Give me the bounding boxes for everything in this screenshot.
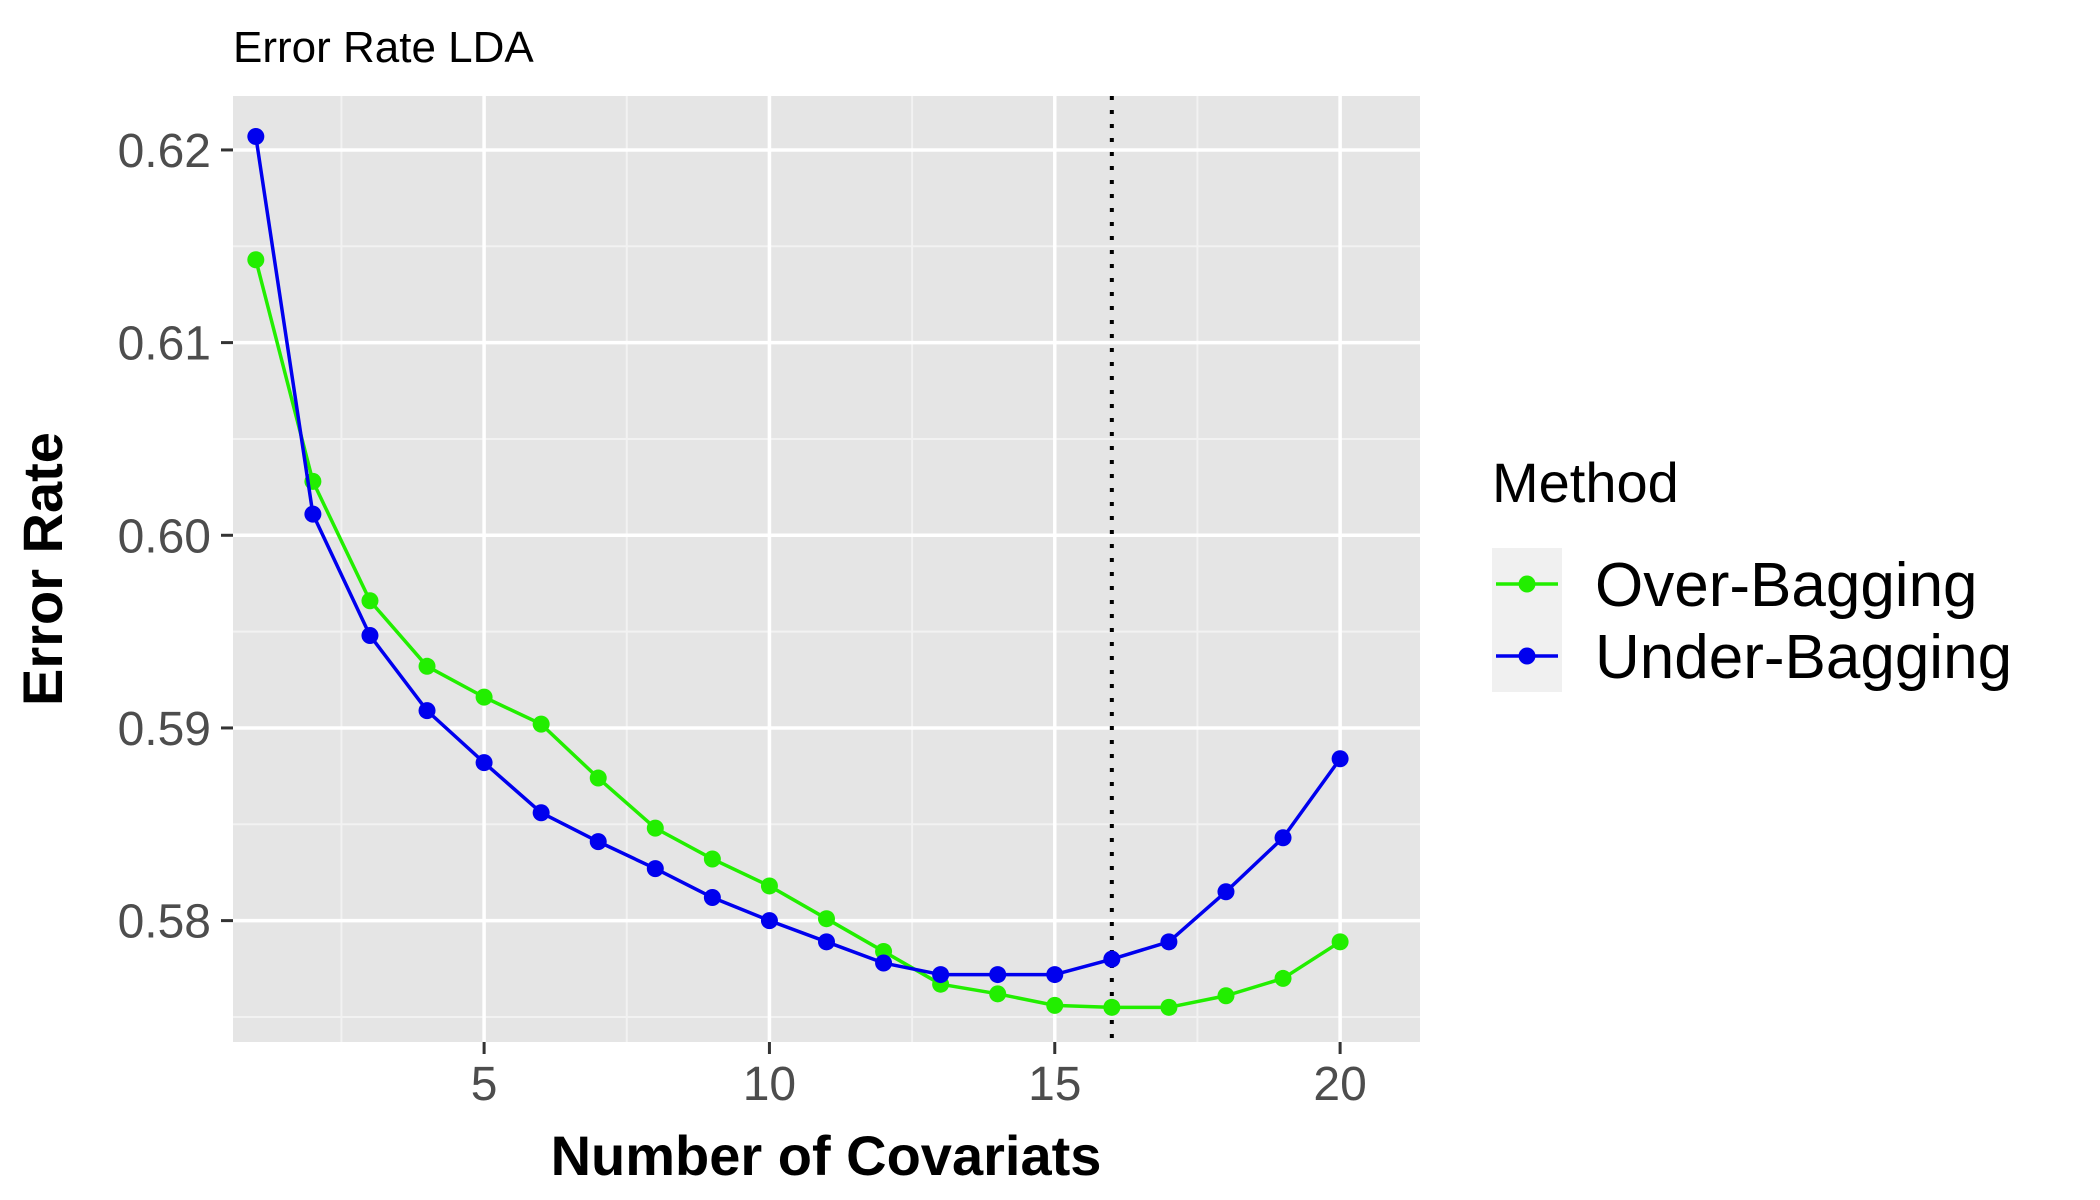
series-line-over-bagging: [254, 259, 1342, 1010]
series-line-under-bagging: [254, 136, 1342, 977]
data-point-under-bagging: [1160, 933, 1178, 951]
legend-title: Method: [1492, 451, 1679, 514]
series-under-bagging: [247, 127, 1349, 984]
legend-item-under-bagging: Under-Bagging: [1492, 620, 2012, 692]
data-point-over-bagging: [418, 657, 436, 675]
x-tick-label: 15: [1028, 1058, 1081, 1111]
data-point-under-bagging: [1103, 950, 1121, 968]
data-point-under-bagging: [818, 933, 835, 951]
data-point-under-bagging: [1046, 966, 1064, 984]
data-point-over-bagging: [361, 592, 379, 610]
y-axis-title: Error Rate: [11, 432, 74, 706]
legend-label: Over-Bagging: [1595, 551, 1978, 620]
chart-title: Error Rate LDA: [233, 23, 534, 72]
data-point-under-bagging: [1331, 750, 1349, 768]
y-tick-label: 0.62: [118, 125, 211, 178]
data-point-over-bagging: [532, 715, 550, 733]
data-point-under-bagging: [475, 754, 493, 772]
data-point-under-bagging: [1274, 829, 1292, 847]
data-point-under-bagging: [875, 954, 893, 972]
data-point-over-bagging: [247, 251, 265, 269]
y-tick-label: 0.59: [118, 703, 211, 756]
data-point-under-bagging: [760, 912, 778, 930]
data-point-over-bagging: [1274, 969, 1292, 987]
data-point-over-bagging: [1046, 996, 1064, 1014]
y-tick-label: 0.58: [118, 896, 211, 949]
data-point-over-bagging: [1160, 998, 1178, 1016]
legend-key-point: [1518, 647, 1536, 665]
data-point-under-bagging: [589, 833, 607, 851]
legend-key-point: [1518, 575, 1536, 593]
data-point-under-bagging: [418, 702, 436, 720]
data-point-over-bagging: [703, 850, 721, 868]
axis-ticks: [221, 148, 1342, 1054]
data-point-under-bagging: [932, 966, 950, 984]
data-point-under-bagging: [646, 860, 664, 878]
y-axis-tick-labels: 0.58 0.59 0.60 0.61 0.62: [118, 125, 211, 949]
minor-gridlines: [233, 96, 1420, 1042]
x-tick-label: 20: [1313, 1058, 1366, 1111]
x-tick-label: 5: [471, 1058, 498, 1111]
data-point-over-bagging: [1217, 987, 1235, 1005]
x-axis-tick-labels: 5 10 15 20: [471, 1058, 1367, 1111]
series-layer: [247, 127, 1349, 1016]
x-tick-label: 10: [743, 1058, 796, 1111]
data-point-under-bagging: [361, 626, 379, 644]
data-point-over-bagging: [1331, 933, 1349, 951]
legend-item-over-bagging: Over-Bagging: [1492, 548, 1978, 620]
x-axis-title: Number of Covariats: [551, 1124, 1102, 1187]
data-point-over-bagging: [646, 819, 664, 837]
y-tick-label: 0.60: [118, 510, 211, 563]
data-point-under-bagging: [247, 127, 265, 145]
legend-label: Under-Bagging: [1595, 623, 2012, 692]
data-point-under-bagging: [532, 804, 550, 822]
data-point-over-bagging: [475, 688, 493, 706]
data-point-over-bagging: [1103, 998, 1121, 1016]
data-point-over-bagging: [989, 985, 1007, 1003]
data-point-over-bagging: [818, 910, 835, 928]
data-point-over-bagging: [760, 877, 778, 895]
plot-panel: [233, 96, 1420, 1042]
y-tick-label: 0.61: [118, 318, 211, 371]
data-point-under-bagging: [304, 505, 322, 523]
data-point-under-bagging: [989, 966, 1007, 984]
data-point-over-bagging: [589, 769, 607, 787]
data-point-under-bagging: [1217, 883, 1235, 901]
data-point-under-bagging: [703, 888, 721, 906]
